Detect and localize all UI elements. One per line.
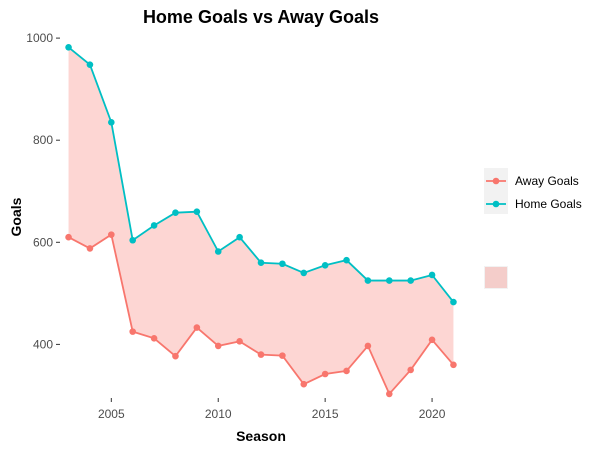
legend: Away Goals Home Goals (484, 168, 582, 214)
home-goals-point (279, 260, 286, 268)
away-goals-point (364, 342, 372, 350)
away-goals-point (86, 245, 94, 252)
away-goals-point (428, 336, 436, 344)
fill-legend (484, 266, 508, 289)
home-goals-point (343, 256, 350, 264)
home-goals-point (364, 277, 372, 284)
fill-legend-key-background (484, 266, 508, 289)
home-goals-point (172, 209, 179, 216)
y-tick-label: 400 (33, 337, 53, 351)
away-goals-point (193, 324, 201, 331)
away-goals-point (236, 338, 243, 345)
away-goals-point (129, 328, 137, 335)
plot-area (65, 43, 457, 398)
home-goals-point (321, 261, 329, 269)
home-goals-point (214, 248, 222, 255)
away-goals-point (108, 231, 115, 238)
chart-title: Home Goals vs Away Goals (143, 7, 379, 27)
away-goals-point (450, 361, 457, 369)
home-goals-point (407, 277, 414, 284)
away-goals-point (300, 380, 308, 388)
away-goals-point (150, 334, 158, 342)
x-tick-label: 2010 (205, 407, 232, 421)
difference-ribbon (68, 47, 454, 394)
legend-away-goals-point (492, 177, 500, 185)
y-tick-label: 1000 (26, 31, 53, 45)
away-goals-point (343, 367, 350, 375)
legend-home-goals-point (492, 200, 500, 208)
away-goals-point (172, 352, 179, 360)
home-goals-point (86, 61, 94, 68)
home-goals-point (450, 298, 457, 306)
fill-legend-swatch (485, 267, 507, 288)
x-axis-label: Season (236, 428, 286, 444)
home-goals-point (129, 236, 137, 244)
away-goals-point (279, 352, 286, 359)
y-axis: 400 600 800 1000 (26, 31, 60, 351)
y-tick-label: 600 (33, 235, 53, 249)
y-tick-label: 800 (33, 133, 53, 147)
x-axis: 2005 2010 2015 2020 (98, 398, 446, 421)
home-goals-point (65, 43, 72, 51)
away-goals-point (385, 390, 393, 398)
away-goals-point (257, 351, 265, 358)
away-goals-point (214, 342, 222, 350)
legend-home-goals-label: Home Goals (515, 197, 582, 211)
home-goals-point (150, 222, 158, 229)
home-goals-point (236, 233, 243, 241)
series-points (65, 43, 457, 398)
home-goals-point (300, 269, 308, 277)
x-tick-label: 2005 (98, 407, 125, 421)
home-goals-point (428, 271, 436, 279)
away-goals-point (65, 233, 72, 241)
x-tick-label: 2015 (312, 407, 339, 421)
home-goals-point (257, 259, 265, 267)
home-goals-point (385, 277, 393, 284)
home-goals-point (193, 208, 201, 215)
home-goals-point (108, 119, 115, 126)
away-goals-point (407, 366, 414, 374)
x-tick-label: 2020 (419, 407, 446, 421)
legend-away-goals-label: Away Goals (515, 174, 579, 188)
y-axis-label: Goals (8, 197, 24, 236)
away-goals-point (321, 370, 329, 378)
